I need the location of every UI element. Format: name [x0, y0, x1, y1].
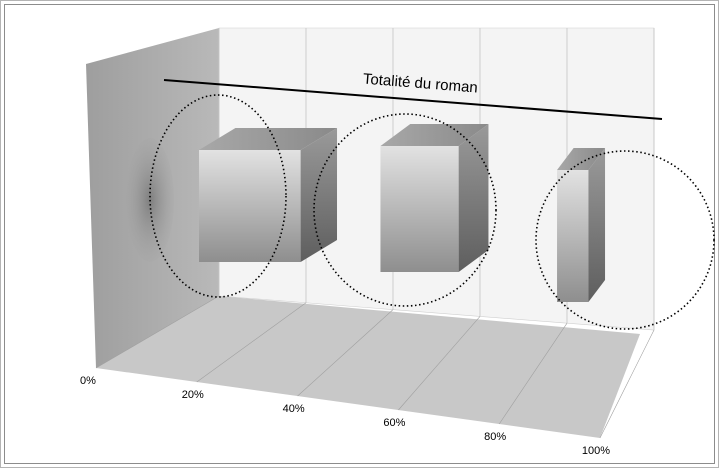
x-tick-label: 100% — [582, 445, 610, 457]
floor-gridline — [398, 316, 481, 411]
bar-top — [199, 128, 338, 150]
annotation-circles — [149, 94, 715, 330]
chart-floor — [96, 296, 640, 438]
annotation-circle — [313, 113, 497, 307]
bar-top — [557, 148, 606, 170]
x-tick-label: 80% — [484, 431, 506, 443]
floor-gridline — [599, 329, 655, 439]
annotation-circle — [149, 94, 287, 298]
bar-top — [380, 124, 489, 146]
x-tick-label: 60% — [383, 417, 405, 429]
bars — [199, 124, 606, 302]
x-tick-label: 20% — [182, 389, 204, 401]
bar-side — [300, 128, 338, 262]
annotation-circle — [535, 150, 715, 330]
bar-front — [199, 150, 301, 262]
floor-gridline — [196, 302, 307, 383]
x-tick-label: 40% — [283, 403, 305, 415]
bar-side — [588, 148, 606, 302]
x-tick-labels: 0% 20% 40% 60% 80% 100% — [80, 375, 610, 457]
floor-gridline — [297, 309, 394, 397]
bar-front — [380, 146, 459, 272]
span-line — [163, 79, 663, 120]
x-tick-label: 0% — [80, 375, 96, 387]
bar-side — [458, 124, 489, 272]
floor-gridline — [95, 295, 220, 369]
bar-front — [557, 170, 589, 302]
floor-gridline — [498, 323, 568, 425]
